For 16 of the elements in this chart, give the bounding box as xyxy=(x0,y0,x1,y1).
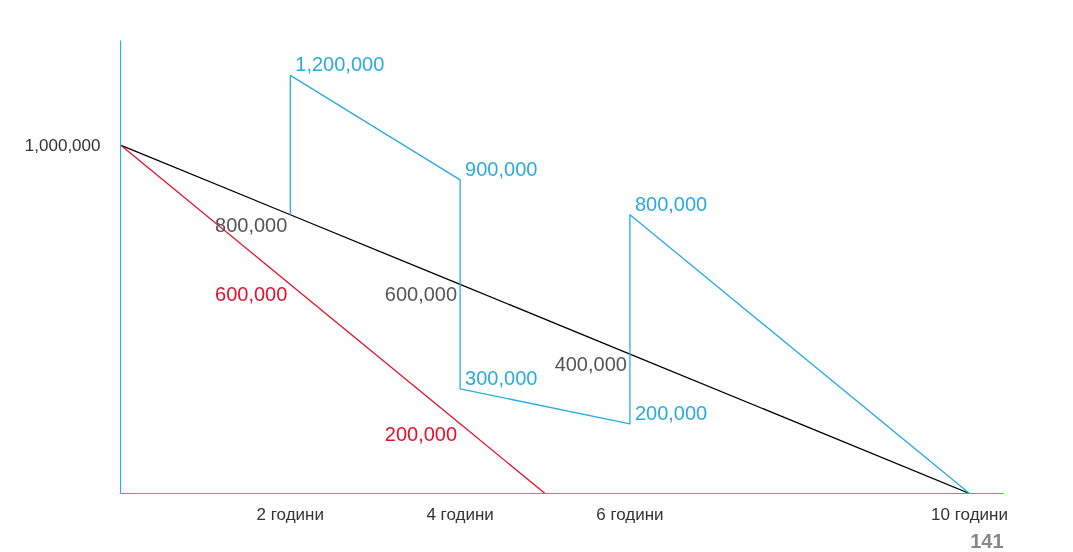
data-label: 200,000 xyxy=(634,401,708,424)
x-tick-label: 6 години xyxy=(596,504,664,524)
data-label: 900,000 xyxy=(465,157,538,180)
annotation: 1,000,000 xyxy=(24,136,101,156)
data-label: 600,000 xyxy=(215,283,288,306)
data-label: 200,000 xyxy=(384,422,458,445)
data-label: 800,000 xyxy=(634,192,708,215)
data-label: 400,000 xyxy=(554,353,627,376)
data-label: 300,000 xyxy=(465,366,538,389)
x-tick-label: 10 години xyxy=(931,504,1008,524)
x-tick-label: 4 години xyxy=(426,504,494,524)
x-tick-label: 2 години xyxy=(256,504,325,524)
data-label: 600,000 xyxy=(384,283,458,306)
text: 141 xyxy=(970,529,1004,552)
data-label: 800,000 xyxy=(215,213,288,236)
data-label: 1,200,000 xyxy=(295,53,385,76)
